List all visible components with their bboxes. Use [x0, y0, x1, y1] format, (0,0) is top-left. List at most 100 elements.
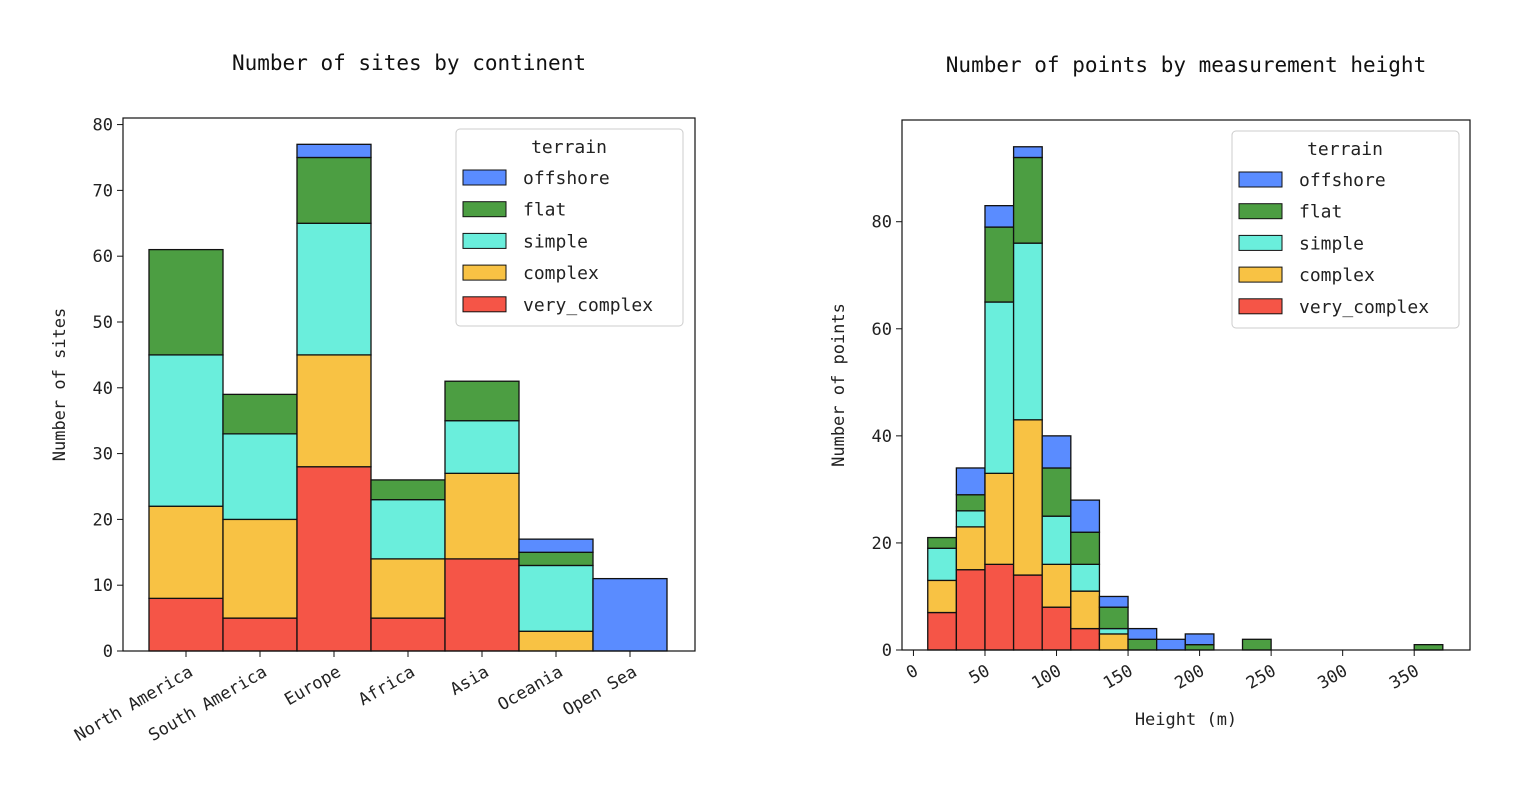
- x-tick-label: 250: [1243, 661, 1280, 694]
- y-tick-label: 0: [882, 641, 892, 661]
- legend-label-very_complex: very_complex: [523, 295, 653, 316]
- bar-flat: [984, 226, 1015, 303]
- bar-very_complex: [1041, 606, 1072, 651]
- bar-offshore: [592, 577, 668, 652]
- x-tick-label: Open Sea: [560, 662, 641, 720]
- legend: terrain offshore flat simple complex very_com…: [1231, 130, 1460, 329]
- legend-swatch-simple: [462, 232, 507, 249]
- bar-complex: [1098, 633, 1129, 651]
- bar-offshore: [1012, 146, 1043, 159]
- legend-swatch-offshore: [1238, 171, 1283, 188]
- bar-complex: [984, 472, 1015, 565]
- legend-frame: [455, 128, 684, 327]
- legend-swatch-flat: [462, 201, 507, 218]
- bar-complex: [444, 472, 520, 560]
- y-tick-label: 80: [93, 116, 113, 136]
- y-tick-label: 70: [93, 181, 113, 201]
- bar-flat: [1070, 531, 1101, 565]
- bar-very_complex: [927, 611, 958, 651]
- x-tick-label: 350: [1386, 661, 1423, 694]
- bar-complex: [222, 518, 298, 619]
- bar-offshore: [1070, 499, 1101, 533]
- legend-label-flat: flat: [523, 200, 566, 221]
- y-tick-label: 60: [93, 247, 113, 267]
- legend-label-very_complex: very_complex: [1299, 297, 1429, 318]
- bar-simple: [296, 222, 372, 356]
- y-axis-label: Number of points: [829, 303, 849, 467]
- bar-very_complex: [955, 569, 986, 651]
- bar-simple: [1098, 627, 1129, 635]
- bar-simple: [444, 420, 520, 474]
- legend-swatch-simple: [1238, 234, 1283, 251]
- bar-flat: [444, 380, 520, 422]
- bar-very_complex: [222, 617, 298, 652]
- x-tick-label: Europe: [281, 662, 344, 710]
- bar-complex: [296, 354, 372, 468]
- bar-offshore: [955, 467, 986, 496]
- legend-swatch-complex: [1238, 266, 1283, 283]
- bar-flat: [1127, 638, 1158, 651]
- legend-swatch-offshore: [462, 169, 507, 186]
- legend-label-simple: simple: [1299, 233, 1364, 254]
- y-tick-label: 60: [872, 320, 892, 340]
- axes-frame: [122, 117, 696, 652]
- bar-complex: [518, 630, 594, 652]
- legend-label-complex: complex: [523, 263, 599, 284]
- bar-complex: [955, 526, 986, 571]
- y-tick-label: 0: [103, 642, 113, 662]
- chart-title: Number of sites by continent: [232, 51, 586, 75]
- x-tick-label: Oceania: [494, 662, 566, 715]
- bar-complex: [1070, 590, 1101, 630]
- bar-flat: [518, 551, 594, 567]
- bar-simple: [955, 510, 986, 528]
- bar-simple: [222, 433, 298, 521]
- x-tick-label: 50: [966, 661, 994, 689]
- legend-label-complex: complex: [1299, 265, 1375, 286]
- bar-simple: [984, 301, 1015, 474]
- bar-offshore: [984, 205, 1015, 228]
- x-tick-label: Africa: [355, 662, 418, 710]
- bar-very_complex: [444, 558, 520, 652]
- bar-flat: [370, 479, 446, 501]
- legend-swatch-flat: [1238, 203, 1283, 220]
- x-tick-label: 150: [1100, 661, 1137, 694]
- legend-label-simple: simple: [523, 231, 588, 252]
- bar-offshore: [1098, 595, 1129, 608]
- legend-frame: [1231, 130, 1460, 329]
- bar-flat: [927, 536, 958, 549]
- legend-title: terrain: [531, 137, 607, 158]
- bar-offshore: [296, 143, 372, 159]
- bar-simple: [927, 547, 958, 582]
- bar-simple: [1070, 563, 1101, 592]
- bar-flat: [1241, 638, 1272, 651]
- legend-title: terrain: [1307, 139, 1383, 160]
- bar-offshore: [518, 538, 594, 553]
- bar-flat: [1041, 467, 1072, 517]
- bar-very_complex: [1070, 627, 1101, 651]
- bar-complex: [1012, 419, 1043, 576]
- x-tick-label: North America: [71, 662, 196, 746]
- y-tick-label: 50: [93, 313, 113, 333]
- bar-very_complex: [148, 597, 224, 652]
- y-tick-label: 10: [93, 576, 113, 596]
- bar-very_complex: [984, 563, 1015, 651]
- y-tick-label: 20: [872, 534, 892, 554]
- bar-complex: [1041, 563, 1072, 608]
- bar-complex: [927, 579, 958, 614]
- bar-offshore: [1127, 627, 1158, 640]
- bar-offshore: [1041, 435, 1072, 469]
- chart-0: Number of sites by continent 0 10 20 30 40 50 6…: [50, 51, 696, 746]
- bar-flat: [1012, 156, 1043, 244]
- legend: terrain offshore flat simple complex very_com…: [455, 128, 684, 327]
- x-tick-label: 300: [1315, 661, 1352, 694]
- legend-label-flat: flat: [1299, 202, 1342, 223]
- y-axis-label: Number of sites: [50, 308, 70, 462]
- x-tick-label: 100: [1028, 661, 1065, 694]
- bar-simple: [1012, 242, 1043, 421]
- bar-very_complex: [1012, 574, 1043, 651]
- bar-flat: [296, 156, 372, 224]
- chart-1: Number of points by measurement height 0 2…: [829, 53, 1471, 730]
- bar-flat: [148, 248, 224, 356]
- x-tick-label: Asia: [447, 662, 492, 700]
